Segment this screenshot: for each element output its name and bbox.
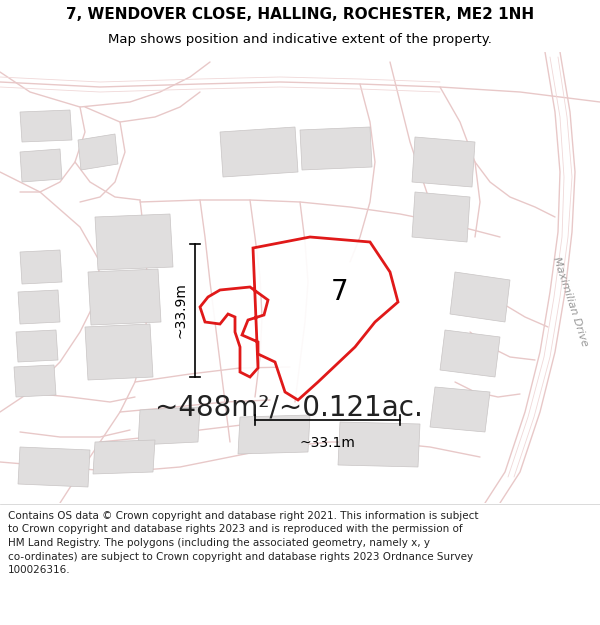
Polygon shape [440, 330, 500, 377]
Text: ~33.1m: ~33.1m [299, 436, 355, 450]
Polygon shape [14, 365, 56, 397]
Polygon shape [412, 192, 470, 242]
Text: Map shows position and indicative extent of the property.: Map shows position and indicative extent… [108, 32, 492, 46]
Polygon shape [138, 407, 200, 445]
Polygon shape [450, 272, 510, 322]
Text: co-ordinates) are subject to Crown copyright and database rights 2023 Ordnance S: co-ordinates) are subject to Crown copyr… [8, 551, 473, 561]
Text: ~33.9m: ~33.9m [174, 282, 188, 339]
Polygon shape [238, 415, 310, 454]
Polygon shape [93, 440, 155, 474]
Polygon shape [338, 422, 420, 467]
Polygon shape [412, 137, 475, 187]
Polygon shape [20, 250, 62, 284]
Polygon shape [20, 110, 72, 142]
Polygon shape [95, 214, 173, 270]
Polygon shape [88, 269, 161, 325]
Text: 7: 7 [331, 278, 349, 306]
Text: Maximilian Drive: Maximilian Drive [551, 256, 589, 348]
Polygon shape [430, 387, 490, 432]
Polygon shape [16, 330, 58, 362]
Polygon shape [18, 447, 90, 487]
Text: HM Land Registry. The polygons (including the associated geometry, namely x, y: HM Land Registry. The polygons (includin… [8, 538, 430, 548]
Polygon shape [220, 127, 298, 177]
Text: ~488m²/~0.121ac.: ~488m²/~0.121ac. [155, 393, 423, 421]
Text: 100026316.: 100026316. [8, 565, 71, 575]
Text: to Crown copyright and database rights 2023 and is reproduced with the permissio: to Crown copyright and database rights 2… [8, 524, 463, 534]
Polygon shape [200, 237, 398, 400]
Polygon shape [85, 324, 153, 380]
Polygon shape [20, 149, 62, 182]
Polygon shape [18, 290, 60, 324]
Polygon shape [300, 127, 372, 170]
Text: 7, WENDOVER CLOSE, HALLING, ROCHESTER, ME2 1NH: 7, WENDOVER CLOSE, HALLING, ROCHESTER, M… [66, 7, 534, 22]
Polygon shape [78, 134, 118, 170]
Text: Contains OS data © Crown copyright and database right 2021. This information is : Contains OS data © Crown copyright and d… [8, 511, 479, 521]
